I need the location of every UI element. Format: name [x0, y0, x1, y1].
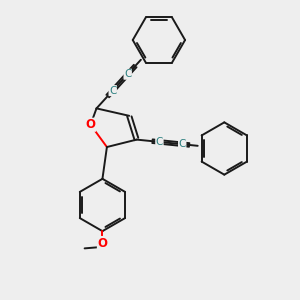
- Text: C: C: [124, 69, 131, 79]
- Text: O: O: [98, 236, 107, 250]
- Text: O: O: [85, 118, 96, 131]
- Text: C: C: [156, 137, 163, 147]
- Text: C: C: [178, 139, 186, 149]
- Text: C: C: [109, 85, 116, 96]
